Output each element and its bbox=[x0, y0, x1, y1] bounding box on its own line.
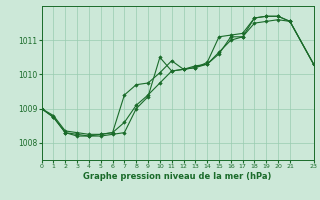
X-axis label: Graphe pression niveau de la mer (hPa): Graphe pression niveau de la mer (hPa) bbox=[84, 172, 272, 181]
